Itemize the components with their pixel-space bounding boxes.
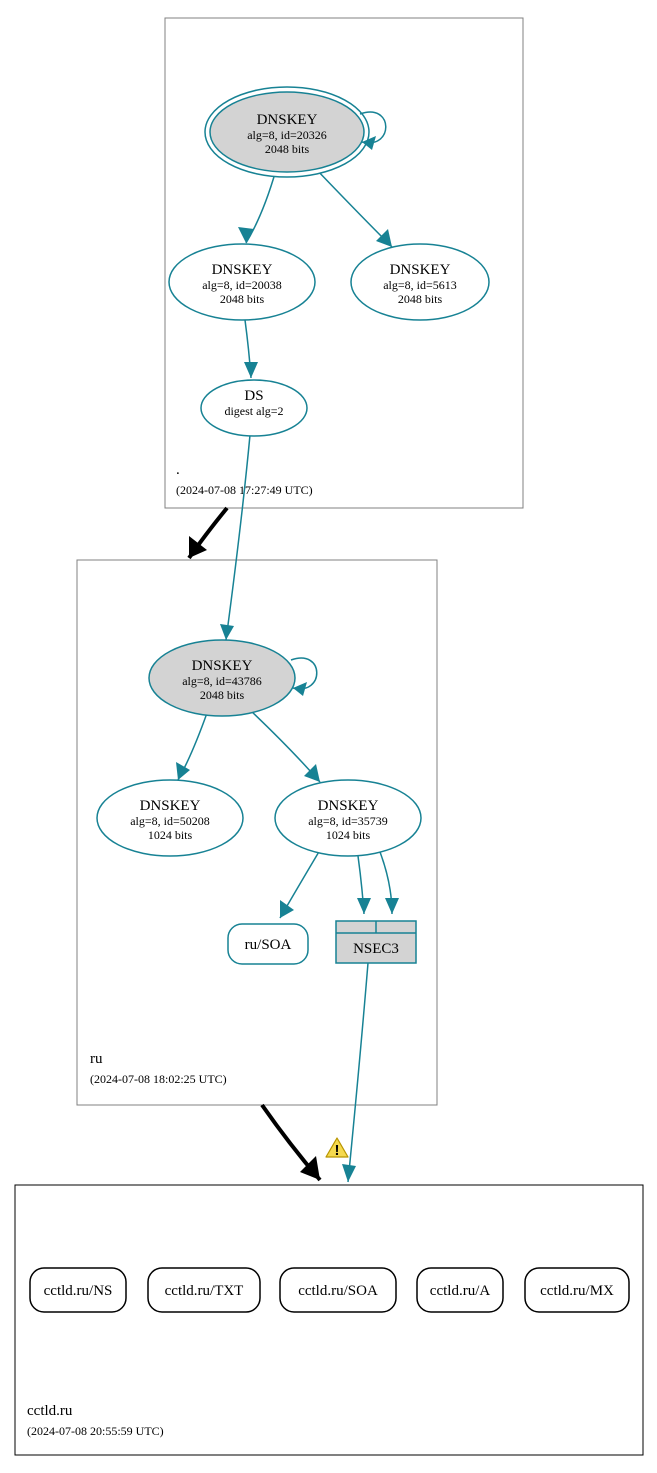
svg-text:cctld.ru/SOA: cctld.ru/SOA [298,1283,378,1299]
svg-text:1024 bits: 1024 bits [326,828,371,842]
svg-text:DNSKEY: DNSKEY [140,798,201,814]
edge [226,435,250,640]
svg-text:alg=8, id=5613: alg=8, id=5613 [383,278,457,292]
svg-text:digest alg=2: digest alg=2 [224,404,283,418]
svg-text:alg=8, id=20038: alg=8, id=20038 [202,278,282,292]
node-ruk1: DNSKEYalg=8, id=437862048 bits [149,640,317,716]
zone-timestamp: (2024-07-08 18:02:25 UTC) [90,1072,227,1086]
svg-text:DNSKEY: DNSKEY [257,112,318,128]
warning-icon: ! [326,1138,348,1159]
node-rusoa: ru/SOA [228,924,308,964]
node-ruk3: DNSKEYalg=8, id=357391024 bits [275,780,421,856]
node-cc_txt: cctld.ru/TXT [148,1268,260,1312]
node-cc_soa: cctld.ru/SOA [280,1268,396,1312]
zone-timestamp: (2024-07-08 20:55:59 UTC) [27,1424,164,1438]
zone-label: ru [90,1051,103,1067]
svg-text:NSEC3: NSEC3 [353,941,399,957]
zone-label: . [176,462,180,478]
node-rk3: DNSKEYalg=8, id=56132048 bits [351,244,489,320]
svg-text:1024 bits: 1024 bits [148,828,193,842]
svg-text:cctld.ru/MX: cctld.ru/MX [540,1283,614,1299]
svg-text:DNSKEY: DNSKEY [192,658,253,674]
svg-text:alg=8, id=43786: alg=8, id=43786 [182,674,262,688]
node-nsec3: NSEC3 [336,921,416,963]
node-cc_ns: cctld.ru/NS [30,1268,126,1312]
edge [315,168,392,247]
svg-text:DNSKEY: DNSKEY [390,262,451,278]
node-cc_a: cctld.ru/A [417,1268,503,1312]
node-rk2: DNSKEYalg=8, id=200382048 bits [169,244,315,320]
svg-text:2048 bits: 2048 bits [398,292,443,306]
svg-text:DNSKEY: DNSKEY [212,262,273,278]
svg-text:DS: DS [244,388,263,404]
zone-label: cctld.ru [27,1403,73,1419]
svg-text:alg=8, id=50208: alg=8, id=50208 [130,814,210,828]
svg-text:alg=8, id=35739: alg=8, id=35739 [308,814,388,828]
node-ds: DSdigest alg=2 [201,380,307,436]
svg-text:cctld.ru/TXT: cctld.ru/TXT [165,1283,244,1299]
svg-text:2048 bits: 2048 bits [200,688,245,702]
node-rk1: DNSKEYalg=8, id=203262048 bits [205,87,386,177]
svg-text:alg=8, id=20326: alg=8, id=20326 [247,128,327,142]
node-cc_mx: cctld.ru/MX [525,1268,629,1312]
node-ruk2: DNSKEYalg=8, id=502081024 bits [97,780,243,856]
edge [348,963,368,1182]
zone-cctld: cctld.ru (2024-07-08 20:55:59 UTC) [15,1185,643,1455]
svg-text:2048 bits: 2048 bits [220,292,265,306]
svg-text:cctld.ru/A: cctld.ru/A [430,1283,491,1299]
svg-text:ru/SOA: ru/SOA [245,937,292,953]
svg-text:cctld.ru/NS: cctld.ru/NS [44,1283,113,1299]
svg-text:2048 bits: 2048 bits [265,142,310,156]
svg-text:!: ! [335,1142,340,1159]
svg-text:DNSKEY: DNSKEY [318,798,379,814]
